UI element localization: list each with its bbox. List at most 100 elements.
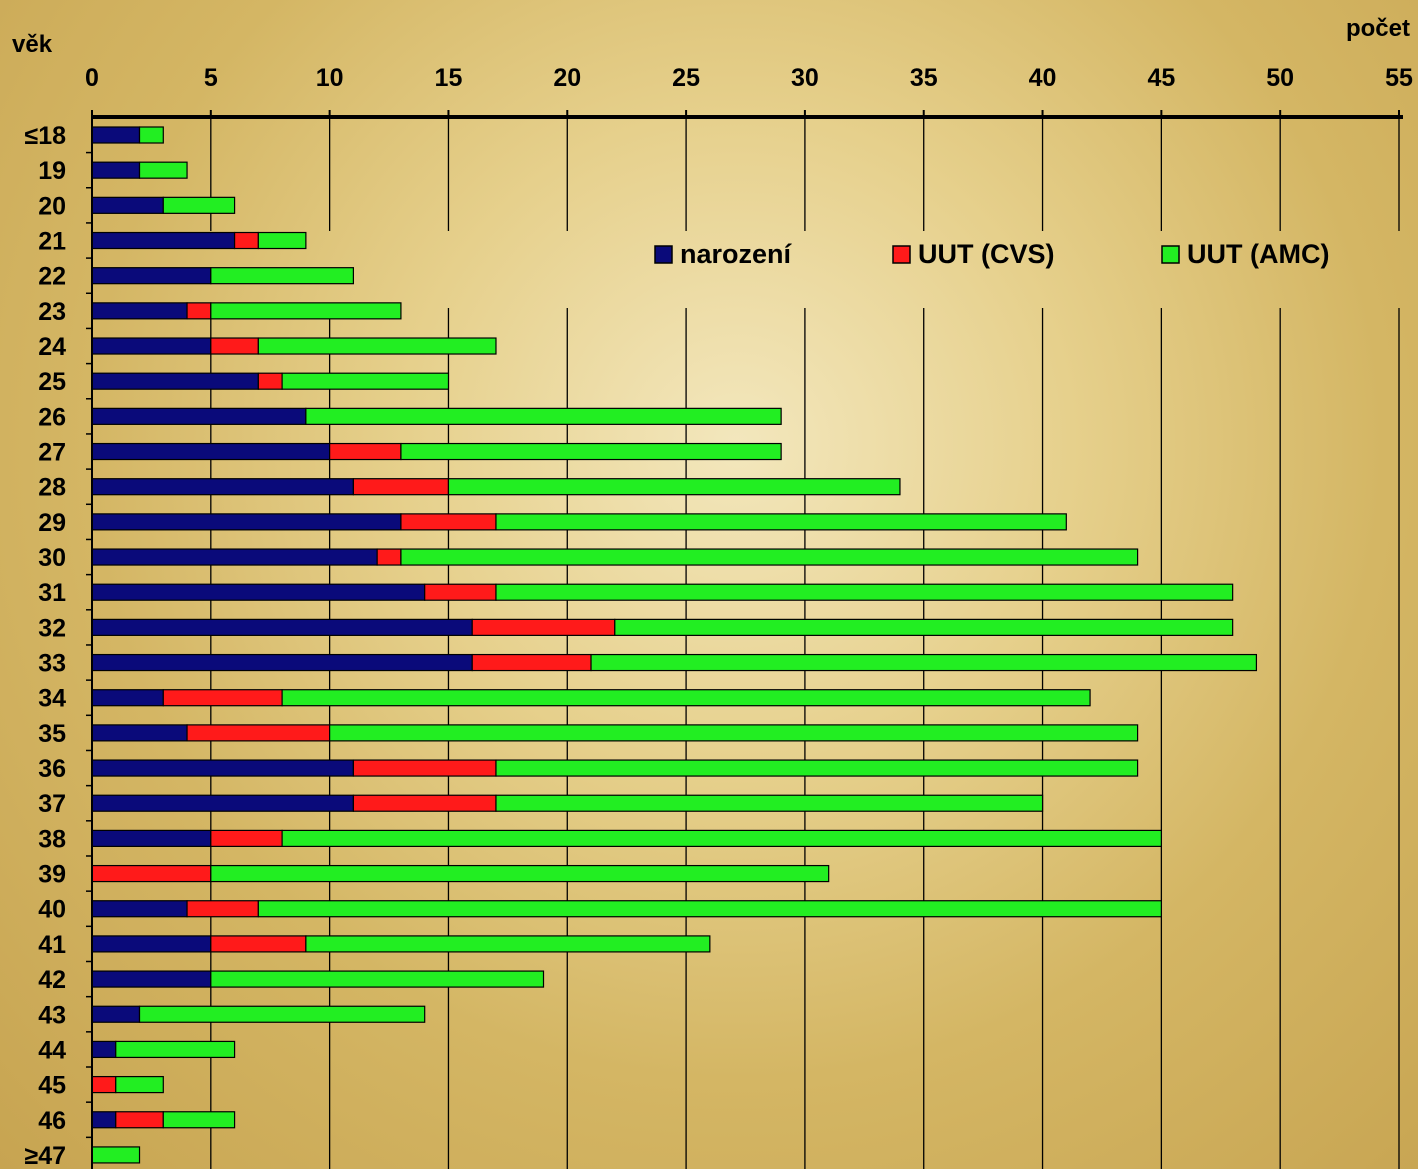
category-label: 39 bbox=[38, 861, 66, 889]
x-axis-label: počet bbox=[1346, 15, 1410, 42]
bar-segment bbox=[210, 970, 545, 988]
bar-segment bbox=[91, 478, 354, 496]
category-labels: ≤18 19 20 21 22 23 24 25 26 27 28 29 30 31 32 33 34 35 36 3… bbox=[24, 122, 66, 1169]
bar-segment bbox=[186, 302, 212, 320]
category-label: 44 bbox=[38, 1036, 66, 1064]
bar-segment bbox=[352, 478, 450, 496]
legend-swatch bbox=[1161, 245, 1180, 264]
category-label: 19 bbox=[38, 157, 66, 185]
bar-segment bbox=[495, 759, 1139, 777]
x-tick-label: 0 bbox=[85, 64, 99, 92]
category-label: 36 bbox=[38, 755, 66, 783]
bar-segment bbox=[91, 759, 354, 777]
x-tick-label: 30 bbox=[791, 64, 819, 92]
bar-segment bbox=[352, 759, 497, 777]
bar-segment bbox=[495, 583, 1234, 601]
x-tick-label: 5 bbox=[204, 64, 218, 92]
bar-segment bbox=[91, 970, 212, 988]
category-label: 43 bbox=[38, 1001, 66, 1029]
bar-segment bbox=[91, 196, 164, 214]
bar-segment bbox=[162, 1111, 236, 1129]
bar-segment bbox=[400, 442, 782, 461]
bar-segment bbox=[329, 724, 1139, 742]
bar-segment bbox=[614, 618, 1234, 636]
x-tick-label: 25 bbox=[672, 64, 700, 92]
category-label: 38 bbox=[38, 825, 66, 853]
bar-segment bbox=[91, 1005, 141, 1023]
bars bbox=[91, 126, 1258, 1164]
bar-segment bbox=[91, 231, 236, 250]
category-label: 21 bbox=[38, 228, 66, 256]
bar-segment bbox=[91, 935, 212, 953]
bar-segment bbox=[91, 372, 259, 390]
bar-segment bbox=[91, 442, 331, 461]
bar-segment bbox=[115, 1111, 164, 1129]
legend-swatch bbox=[892, 245, 911, 264]
category-label: 20 bbox=[38, 192, 66, 220]
bar-segment bbox=[424, 583, 497, 601]
bar-segment bbox=[91, 126, 141, 144]
bar-segment bbox=[495, 513, 1067, 531]
bar-segment bbox=[91, 1075, 117, 1094]
bar-segment bbox=[400, 513, 497, 531]
category-label: 23 bbox=[38, 298, 66, 326]
x-tick-label: 15 bbox=[435, 64, 463, 92]
bar-segment bbox=[91, 548, 378, 566]
category-label: 41 bbox=[38, 931, 66, 959]
bar-segment bbox=[590, 653, 1258, 672]
bar-segment bbox=[162, 689, 283, 707]
category-label: 24 bbox=[38, 333, 66, 361]
bar-segment bbox=[162, 196, 236, 214]
bar-segment bbox=[91, 267, 212, 285]
x-tick-label: 35 bbox=[910, 64, 938, 92]
x-tick-labels: 0 5 10 15 20 25 30 35 40 45 50 55 bbox=[85, 64, 1413, 92]
bar-segment bbox=[91, 337, 212, 355]
bar-segment bbox=[186, 900, 259, 918]
category-label: ≥47 bbox=[24, 1142, 66, 1169]
legend-label: narození bbox=[680, 239, 793, 269]
bar-segment bbox=[447, 478, 901, 496]
bar-segment bbox=[329, 442, 402, 461]
bar-segment bbox=[257, 231, 307, 250]
bar-segment bbox=[257, 372, 283, 390]
bar-segment bbox=[91, 653, 473, 672]
category-label: 30 bbox=[38, 544, 66, 572]
bar-segment bbox=[91, 1111, 117, 1129]
bar-segment bbox=[91, 864, 212, 883]
bar-segment bbox=[281, 829, 1162, 848]
bar-segment bbox=[233, 231, 259, 250]
bar-segment bbox=[495, 794, 1044, 812]
bar-segment bbox=[91, 829, 212, 848]
x-tick-label: 20 bbox=[553, 64, 581, 92]
legend: narození UUT (CVS) UUT (AMC) bbox=[654, 239, 1329, 269]
bar-segment bbox=[400, 548, 1139, 566]
legend-label: UUT (AMC) bbox=[1187, 239, 1329, 269]
category-label: 40 bbox=[38, 896, 66, 924]
bar-segment bbox=[91, 724, 188, 742]
category-label: 35 bbox=[38, 720, 66, 748]
bar-segment bbox=[138, 161, 188, 179]
bar-segment bbox=[281, 372, 450, 390]
legend-swatch bbox=[654, 245, 673, 264]
bar-segment bbox=[91, 689, 164, 707]
bar-segment bbox=[305, 407, 782, 425]
y-axis-label: věk bbox=[12, 31, 53, 58]
bar-segment bbox=[186, 724, 331, 742]
x-tick-label: 55 bbox=[1385, 64, 1413, 92]
category-label: 22 bbox=[38, 263, 66, 291]
category-label: 46 bbox=[38, 1107, 66, 1135]
bar-segment bbox=[210, 337, 259, 355]
bar-segment bbox=[91, 407, 307, 425]
category-label: 31 bbox=[38, 579, 66, 607]
x-tick-label: 10 bbox=[316, 64, 344, 92]
x-tick-label: 50 bbox=[1266, 64, 1294, 92]
bar-segment bbox=[115, 1040, 236, 1059]
category-label: 28 bbox=[38, 474, 66, 502]
category-label: ≤18 bbox=[24, 122, 66, 150]
bar-segment bbox=[210, 864, 830, 883]
bar-segment bbox=[91, 302, 188, 320]
axes bbox=[86, 110, 1403, 1169]
bar-segment bbox=[91, 618, 473, 636]
category-label: 37 bbox=[38, 790, 66, 818]
